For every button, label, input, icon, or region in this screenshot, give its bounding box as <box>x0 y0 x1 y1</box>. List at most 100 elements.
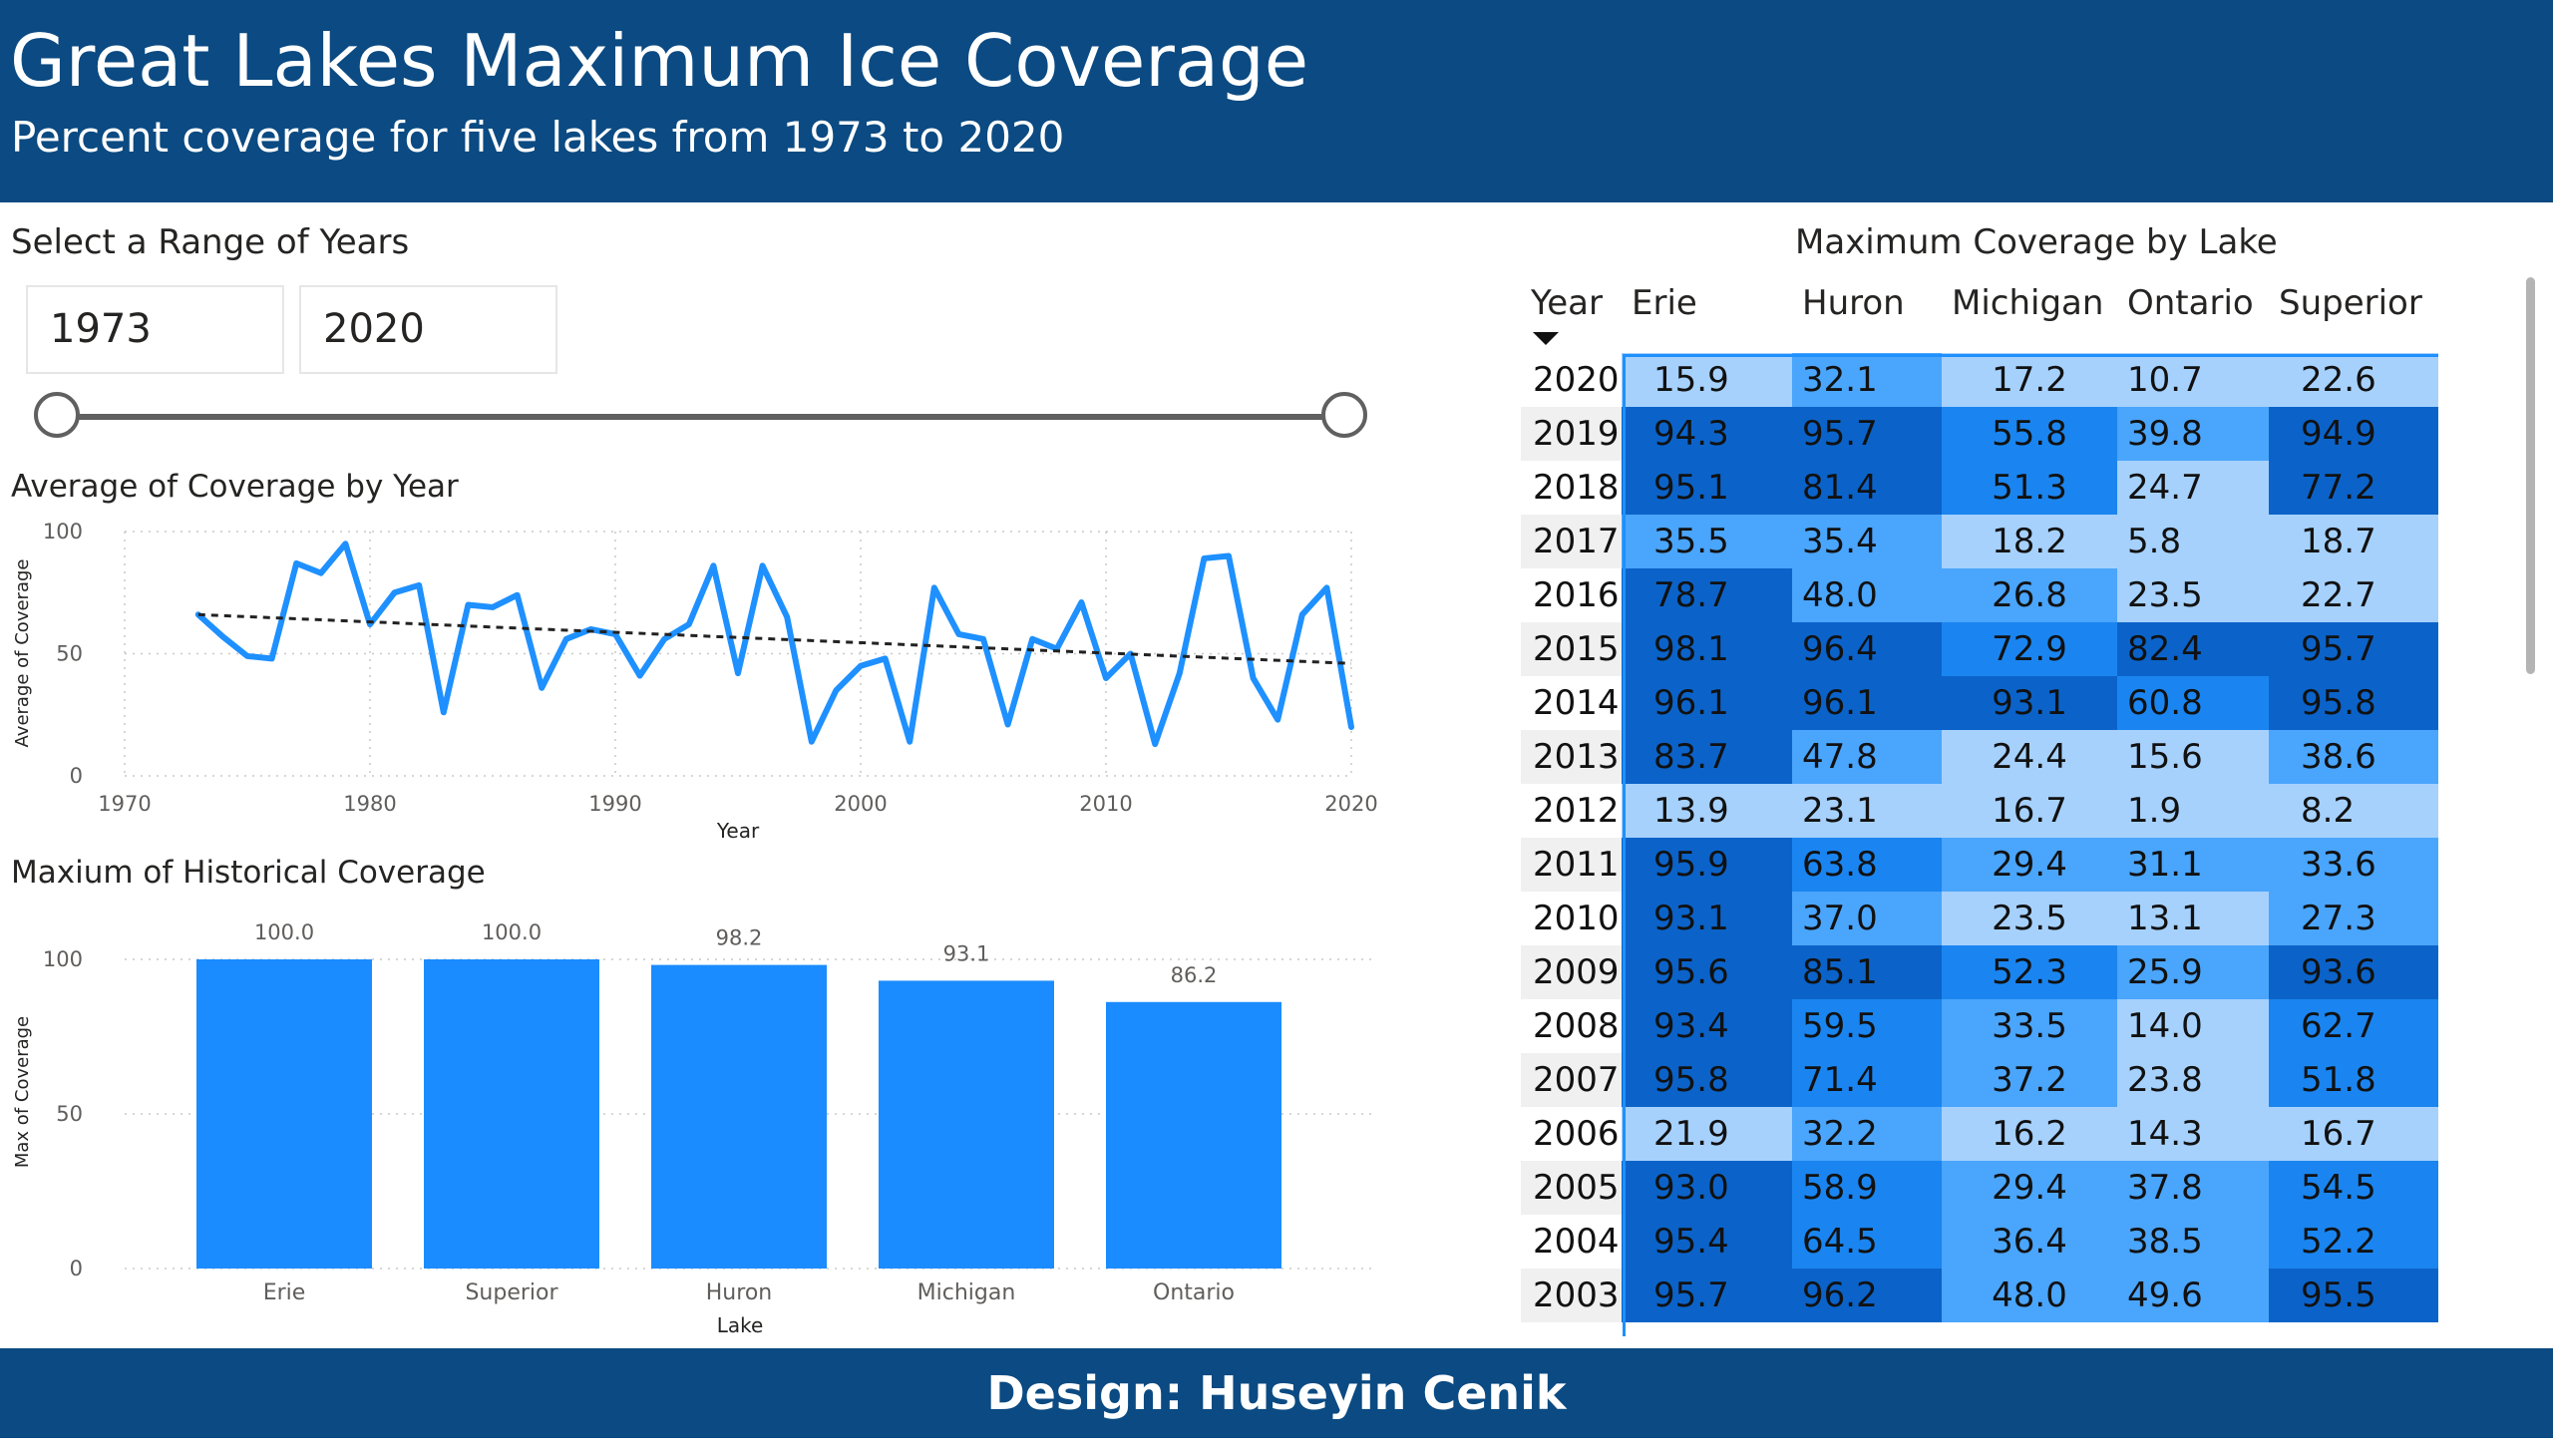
table-cell-michigan: 72.9 <box>1942 622 2117 676</box>
table-cell-michigan: 16.7 <box>1942 784 2117 838</box>
line-chart-y-tick-label: 0 <box>70 764 83 788</box>
table-cell-superior: 22.6 <box>2269 353 2438 407</box>
page-title: Great Lakes Maximum Ice Coverage <box>10 19 1309 103</box>
bar-category-label: Ontario <box>1153 1280 1235 1305</box>
line-chart-points <box>197 544 1352 745</box>
column-header-ontario[interactable]: Ontario <box>2127 283 2254 323</box>
table-row[interactable]: 2007 95.8 71.4 37.2 23.8 51.8 <box>1521 1053 2438 1107</box>
line-chart-y-tick-label: 100 <box>43 520 83 544</box>
table-body: 2020 15.9 32.1 17.2 10.7 22.6 2019 94.3 95.7 55.8… <box>1521 353 2438 1322</box>
table-cell-huron: 71.4 <box>1792 1053 1942 1107</box>
column-header-huron[interactable]: Huron <box>1802 283 1905 323</box>
table-cell-michigan: 93.1 <box>1942 676 2117 730</box>
table-cell-superior: 95.7 <box>2269 622 2438 676</box>
end-year-input[interactable]: 2020 <box>299 285 557 374</box>
table-cell-year: 2007 <box>1521 1053 1622 1107</box>
table-row[interactable]: 2011 95.9 63.8 29.4 31.1 33.6 <box>1521 838 2438 892</box>
table-cell-michigan: 17.2 <box>1942 353 2117 407</box>
table-cell-superior: 94.9 <box>2269 407 2438 461</box>
table-cell-erie: 98.1 <box>1622 622 1792 676</box>
coverage-table: Year Erie Huron Michigan Ontario Superio… <box>1521 269 2443 1322</box>
bar-erie[interactable] <box>196 959 372 1269</box>
table-scrollbar-thumb[interactable] <box>2526 277 2535 674</box>
table-row[interactable]: 2019 94.3 95.7 55.8 39.8 94.9 <box>1521 407 2438 461</box>
table-row[interactable]: 2012 13.9 23.1 16.7 1.9 8.2 <box>1521 784 2438 838</box>
table-row[interactable]: 2014 96.1 96.1 93.1 60.8 95.8 <box>1521 676 2438 730</box>
table-cell-michigan: 23.5 <box>1942 892 2117 945</box>
bar-huron[interactable] <box>651 964 827 1269</box>
column-header-erie[interactable]: Erie <box>1632 283 1697 323</box>
table-row[interactable]: 2018 95.1 81.4 51.3 24.7 77.2 <box>1521 461 2438 515</box>
table-cell-erie: 95.9 <box>1622 838 1792 892</box>
table-cell-superior: 27.3 <box>2269 892 2438 945</box>
bar-category-label: Michigan <box>917 1280 1016 1305</box>
line-chart-y-axis-label: Average of Coverage <box>12 559 33 748</box>
column-header-year[interactable]: Year <box>1521 269 1622 353</box>
table-row[interactable]: 2010 93.1 37.0 23.5 13.1 27.3 <box>1521 892 2438 945</box>
table-cell-year: 2006 <box>1521 1107 1622 1161</box>
table-cell-michigan: 36.4 <box>1942 1215 2117 1269</box>
bar-chart-x-axis-label: Lake <box>717 1313 764 1337</box>
table-row[interactable]: 2004 95.4 64.5 36.4 38.5 52.2 <box>1521 1215 2438 1269</box>
table-row[interactable]: 2016 78.7 48.0 26.8 23.5 22.7 <box>1521 568 2438 622</box>
table-cell-huron: 32.1 <box>1792 353 1942 407</box>
bar-data-label: 98.2 <box>716 926 763 950</box>
table-cell-year: 2009 <box>1521 945 1622 999</box>
table-cell-year: 2019 <box>1521 407 1622 461</box>
slider-start-handle[interactable] <box>34 392 80 438</box>
table-cell-michigan: 16.2 <box>1942 1107 2117 1161</box>
line-chart-x-ticks: 1970 1980 1990 2000 2010 2020 <box>98 792 1377 816</box>
table-cell-huron: 85.1 <box>1792 945 1942 999</box>
table-cell-huron: 35.4 <box>1792 515 1942 568</box>
bar-chart: 0 50 100 100.0 Erie 100.0 Superior 98.2 Huron 93… <box>12 920 1376 1337</box>
table-cell-superior: 16.7 <box>2269 1107 2438 1161</box>
table-cell-erie: 13.9 <box>1622 784 1792 838</box>
table-row[interactable]: 2020 15.9 32.1 17.2 10.7 22.6 <box>1521 353 2438 407</box>
table-cell-huron: 96.1 <box>1792 676 1942 730</box>
table-row[interactable]: 2005 93.0 58.9 29.4 37.8 54.5 <box>1521 1161 2438 1215</box>
table-row[interactable]: 2013 83.7 47.8 24.4 15.6 38.6 <box>1521 730 2438 784</box>
start-year-input[interactable]: 1973 <box>26 285 284 374</box>
table-cell-michigan: 24.4 <box>1942 730 2117 784</box>
table-row[interactable]: 2006 21.9 32.2 16.2 14.3 16.7 <box>1521 1107 2438 1161</box>
table-cell-ontario: 1.9 <box>2117 784 2269 838</box>
bar-superior[interactable] <box>424 959 599 1269</box>
table-cell-superior: 18.7 <box>2269 515 2438 568</box>
table-row[interactable]: 2009 95.6 85.1 52.3 25.9 93.6 <box>1521 945 2438 999</box>
sort-descending-icon[interactable] <box>1533 329 1563 347</box>
year-range-slider-track[interactable] <box>57 414 1343 420</box>
table-cell-superior: 8.2 <box>2269 784 2438 838</box>
bar-ontario[interactable] <box>1106 1001 1281 1269</box>
bar-chart-y-tick-label: 100 <box>43 947 83 971</box>
table-cell-year: 2017 <box>1521 515 1622 568</box>
column-header-superior[interactable]: Superior <box>2279 283 2422 323</box>
bar-data-label: 86.2 <box>1171 963 1218 987</box>
table-cell-michigan: 29.4 <box>1942 1161 2117 1215</box>
line-chart-y-tick-label: 50 <box>56 642 83 666</box>
table-cell-erie: 95.1 <box>1622 461 1792 515</box>
table-cell-year: 2011 <box>1521 838 1622 892</box>
table-cell-michigan: 52.3 <box>1942 945 2117 999</box>
bar-chart-y-tick-label: 50 <box>56 1102 83 1126</box>
bar-michigan[interactable] <box>879 980 1054 1269</box>
table-row[interactable]: 2017 35.5 35.4 18.2 5.8 18.7 <box>1521 515 2438 568</box>
table-cell-erie: 83.7 <box>1622 730 1792 784</box>
table-cell-erie: 95.7 <box>1622 1269 1792 1322</box>
table-row[interactable]: 2003 95.7 96.2 48.0 49.6 95.5 <box>1521 1269 2438 1322</box>
table-row[interactable]: 2015 98.1 96.4 72.9 82.4 95.7 <box>1521 622 2438 676</box>
table-cell-ontario: 14.0 <box>2117 999 2269 1053</box>
table-cell-erie: 93.0 <box>1622 1161 1792 1215</box>
table-cell-superior: 33.6 <box>2269 838 2438 892</box>
table-cell-erie: 95.8 <box>1622 1053 1792 1107</box>
footer-credit: Design: Huseyin Cenik <box>986 1366 1567 1420</box>
column-header-year-label: Year <box>1531 283 1603 323</box>
table-row[interactable]: 2008 93.4 59.5 33.5 14.0 62.7 <box>1521 999 2438 1053</box>
line-chart: 0 50 100 1970 1980 1990 2000 2010 2020 Year Ave… <box>12 520 1378 843</box>
footer-banner: Design: Huseyin Cenik <box>0 1348 2553 1438</box>
table-cell-michigan: 33.5 <box>1942 999 2117 1053</box>
column-header-michigan[interactable]: Michigan <box>1952 283 2104 323</box>
table-cell-michigan: 29.4 <box>1942 838 2117 892</box>
slider-end-handle[interactable] <box>1321 392 1367 438</box>
table-cell-huron: 96.4 <box>1792 622 1942 676</box>
table-cell-erie: 78.7 <box>1622 568 1792 622</box>
